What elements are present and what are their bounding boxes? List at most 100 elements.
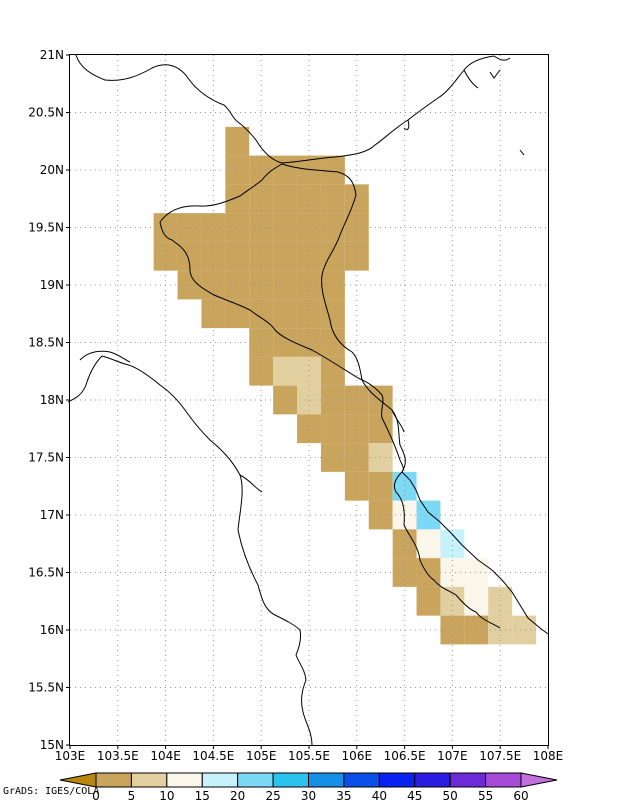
data-cell [297,299,321,329]
data-cell [320,184,345,214]
y-tick-label: 18.5N [28,336,64,350]
data-cell [512,615,537,645]
data-cell [416,586,441,616]
colorbar-label: 35 [336,789,351,800]
x-tick-labels: 103E 103.5E 104E 104.5E 105E 105.5E 106E 106.5E… [55,745,564,763]
data-cell [225,270,250,300]
data-cell [225,299,250,329]
colorbar-label: 45 [407,789,422,800]
data-cell [153,241,178,271]
colorbar-box [308,772,345,788]
data-cell [249,328,274,357]
data-cell [320,328,345,357]
colorbar-box [130,772,168,788]
x-tick-label: 103E [55,749,86,763]
coastlines-and-borders [67,54,549,746]
y-tick-label: 19.5N [28,221,64,235]
colorbar-box [378,772,416,788]
data-cell [464,558,489,587]
data-cell [225,184,250,214]
data-cell [297,241,321,271]
data-cell [368,414,393,444]
y-tick-label: 15.5N [28,681,64,695]
x-tick-label: 105E [246,749,277,763]
data-cell [225,241,250,271]
data-cell [368,471,393,501]
data-cell [464,586,489,616]
colorbar-box [166,772,203,788]
data-cell [392,558,417,587]
data-cell [177,213,202,242]
y-tick-label: 21N [40,48,64,62]
data-cell [344,414,369,444]
x-tick-label: 107.5E [479,749,521,763]
data-cell [249,241,274,271]
y-tick-label: 16N [40,623,64,637]
lat-lon-grid [70,55,548,745]
y-tick-label: 19N [40,278,64,292]
y-tick-label: 18N [40,393,64,407]
colorbar-max-arrow [520,772,558,788]
colorbar-label: 0 [92,789,100,800]
data-cell [225,155,250,185]
data-cell [344,213,369,242]
x-tick-label: 106.5E [384,749,426,763]
data-cell [201,299,226,329]
colorbar-box [414,772,451,788]
colorbar-min-arrow [59,772,97,788]
data-cell [273,299,298,329]
colorbar-box [237,772,274,788]
y-tick-labels: 21N 20.5N 20N 19.5N 19N 18.5N 18N 17.5N 17N 16.5N… [28,48,70,752]
data-cell [225,126,250,156]
colorbar: 0 5 10 15 20 25 30 35 40 45 50 55 60 [59,772,558,800]
data-cell [225,213,250,242]
data-cell [344,184,369,214]
data-cell [320,414,345,444]
data-cell [344,443,369,472]
x-tick-label: 106E [342,749,373,763]
data-cells [153,126,537,645]
data-cell [201,241,226,271]
colorbar-label: 60 [513,789,528,800]
x-tick-label: 104E [150,749,181,763]
data-cell [249,213,274,242]
data-cell [392,529,417,559]
colorbar-box [343,772,380,788]
data-cell [440,529,465,559]
data-cell [320,241,345,271]
x-tick-label: 103.5E [97,749,139,763]
x-tick-label: 107E [437,749,468,763]
y-tick-label: 16.5N [28,566,64,580]
colorbar-label: 10 [159,789,174,800]
data-cell [464,615,489,645]
data-cell [488,586,513,616]
x-tick-label: 105.5E [288,749,330,763]
data-cell [440,558,465,587]
data-cell [297,328,321,357]
data-cell [249,356,274,386]
y-tick-label: 15N [40,738,64,752]
colorbar-label: 40 [372,789,387,800]
data-cell [416,500,441,530]
x-tick-label: 108E [533,749,564,763]
colorbar-box [272,772,310,788]
colorbar-label: 15 [195,789,210,800]
colorbar-label: 30 [301,789,316,800]
data-cell [416,529,441,559]
colorbar-box [449,772,487,788]
colorbar-box [201,772,239,788]
data-cell [201,213,226,242]
data-cell [273,356,298,386]
colorbar-label: 55 [478,789,493,800]
x-tick-label: 104.5E [192,749,234,763]
data-cell [392,471,417,501]
data-cell [273,241,298,271]
y-tick-label: 20N [40,163,64,177]
data-cell [344,471,369,501]
data-cell [297,356,321,386]
data-cell [297,213,321,242]
colorbar-label: 5 [128,789,136,800]
data-cell [320,356,345,386]
data-cell [320,385,345,415]
